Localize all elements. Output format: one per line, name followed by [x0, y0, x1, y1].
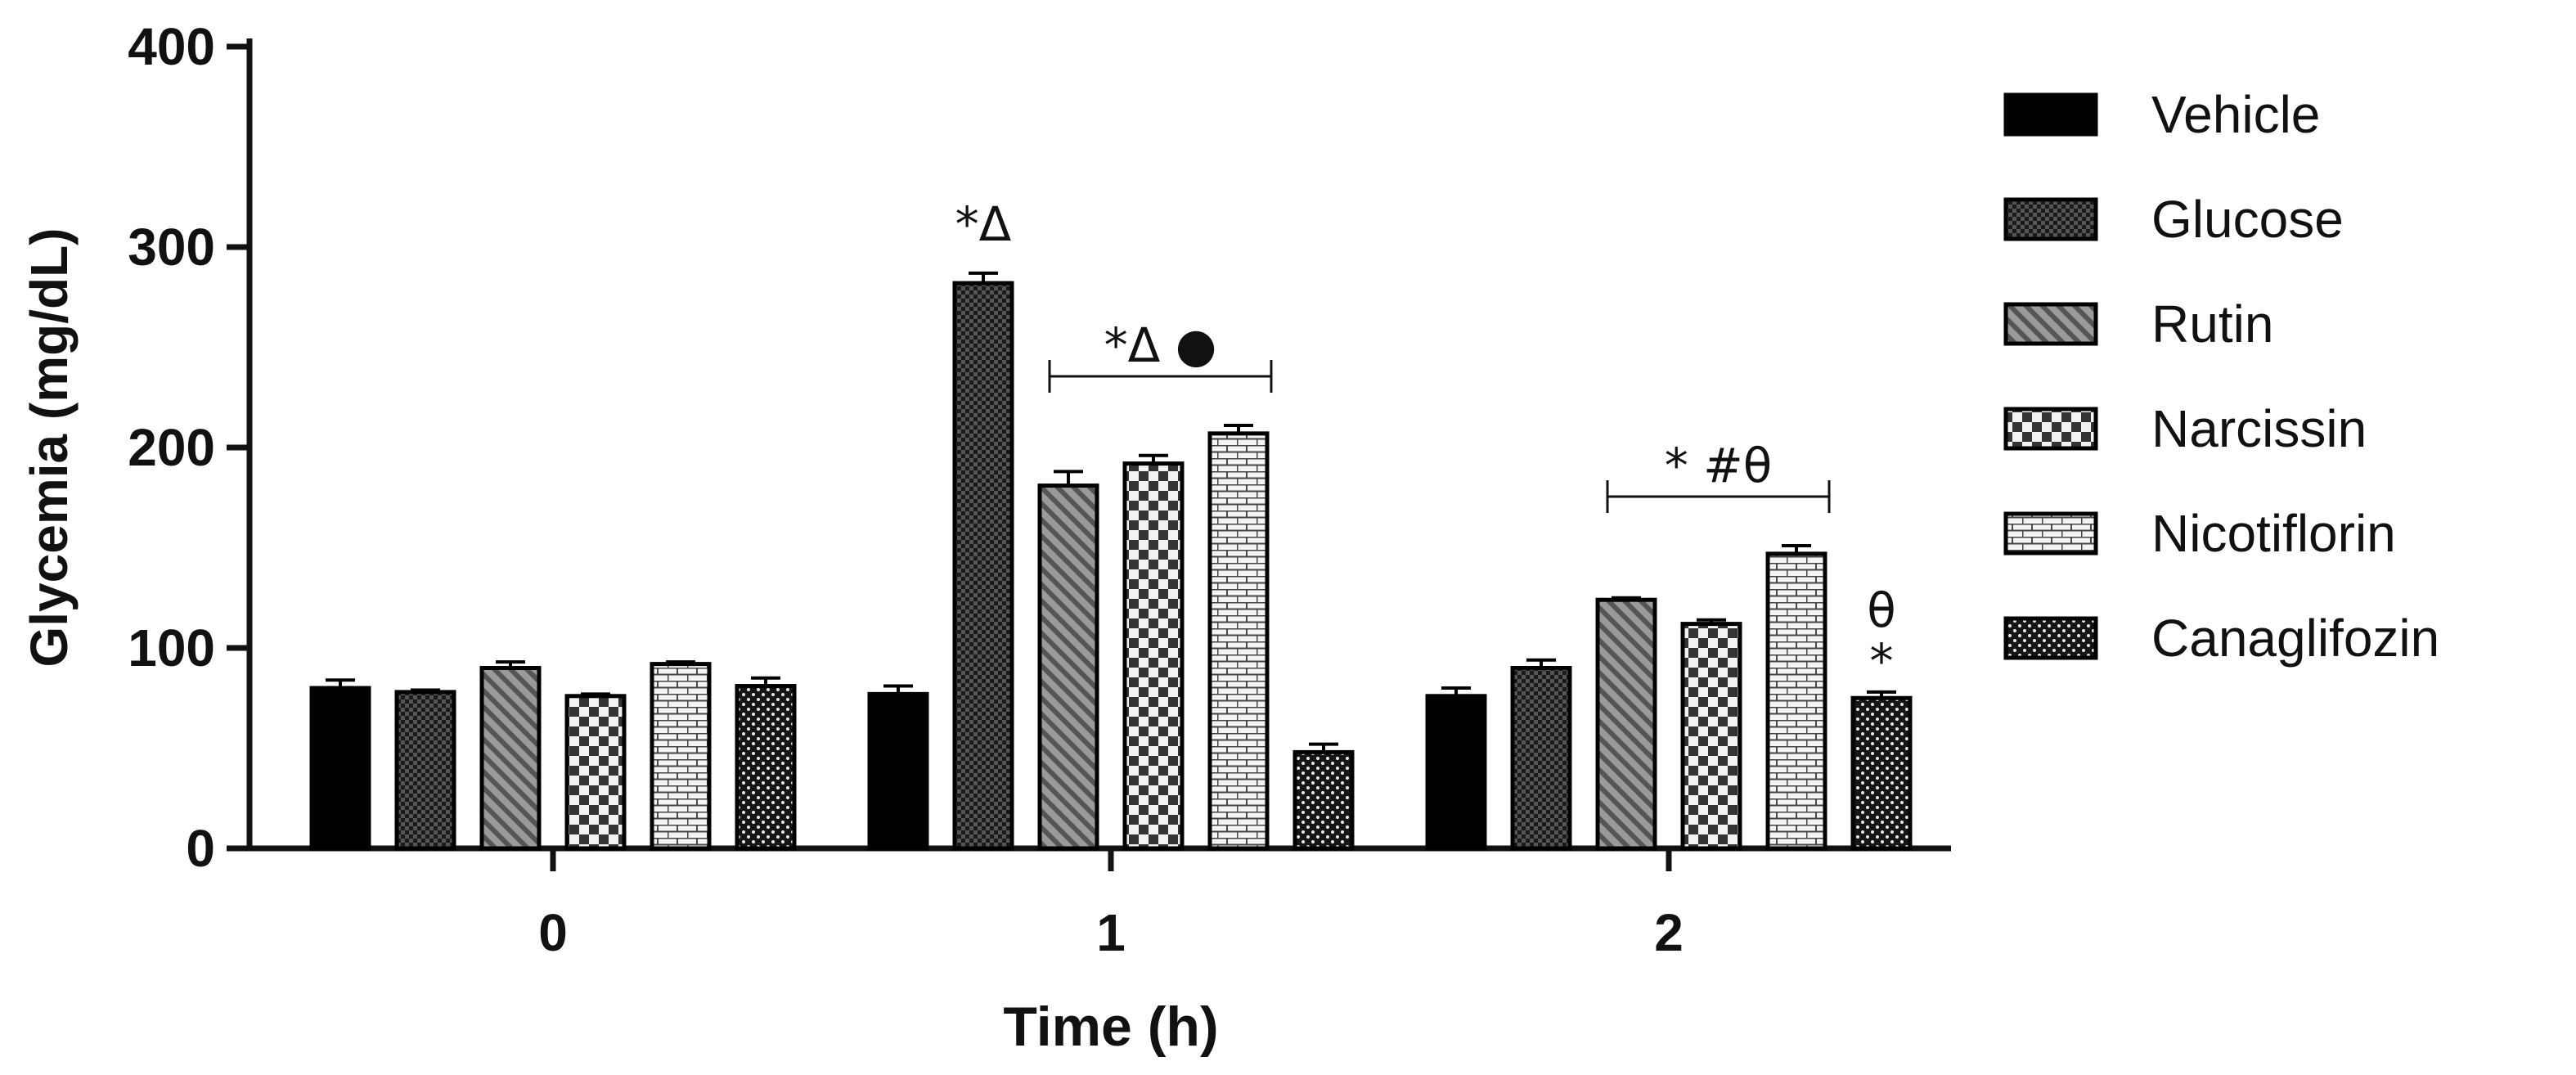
- x-tick-label: 2: [1654, 903, 1684, 962]
- legend-swatch: [2003, 92, 2098, 137]
- y-tick-label: 100: [128, 618, 215, 677]
- bar: [564, 694, 627, 851]
- bar: [867, 691, 929, 851]
- legend-label: Glucose: [2151, 190, 2344, 249]
- y-tick-label: 0: [186, 819, 215, 878]
- significance-bracket-label: *Δ ●: [1104, 317, 1217, 373]
- significance-label: *: [1870, 633, 1894, 689]
- legend-label: Narcissin: [2151, 399, 2367, 458]
- legend-swatch: [2003, 511, 2098, 555]
- x-tick-label: 0: [538, 903, 568, 962]
- bar: [394, 690, 456, 851]
- bar: [1765, 551, 1827, 851]
- y-tick-label: 300: [128, 218, 215, 277]
- bar: [650, 662, 712, 851]
- bar: [1595, 597, 1657, 851]
- bar: [1292, 749, 1355, 851]
- bar: [1122, 461, 1185, 851]
- significance-label: θ: [1867, 582, 1896, 638]
- bar: [1850, 695, 1913, 851]
- y-axis-label: Glycemia (mg/dL): [20, 228, 79, 668]
- significance-bracket-label: * #θ: [1665, 438, 1773, 493]
- bar: [952, 281, 1014, 851]
- axes-layer: 0 100 200 300 400 0 1 2 Time (h) Glycemia (mg/dL): [20, 17, 1951, 1058]
- y-tick-label: 400: [128, 17, 215, 76]
- legend-swatch: [2003, 302, 2098, 346]
- bar: [1425, 694, 1487, 851]
- bar: [479, 666, 542, 851]
- x-tick-label: 1: [1096, 903, 1126, 962]
- significance-label: *Δ: [955, 196, 1012, 252]
- bar: [1207, 431, 1270, 851]
- x-axis-label: Time (h): [1003, 996, 1218, 1058]
- legend-swatch: [2003, 197, 2098, 241]
- bar: [1680, 622, 1742, 851]
- legend-swatch: [2003, 407, 2098, 451]
- y-tick-label: 200: [128, 418, 215, 477]
- bar: [1037, 484, 1099, 851]
- legend-swatch: [2003, 616, 2098, 660]
- legend-label: Rutin: [2151, 295, 2273, 353]
- legend-label: Vehicle: [2151, 85, 2320, 144]
- annotations-layer: *Δ *Δ ● * #θ θ*: [955, 196, 1896, 689]
- legend-label: Canaglifozin: [2151, 609, 2439, 668]
- legend: Vehicle Glucose Rutin Narcissin Nicotiflorin…: [2003, 85, 2439, 668]
- bar: [309, 686, 371, 851]
- bar: [735, 684, 797, 851]
- bar: [1510, 666, 1572, 851]
- legend-label: Nicotiflorin: [2151, 504, 2396, 563]
- bars-layer: [309, 271, 1913, 851]
